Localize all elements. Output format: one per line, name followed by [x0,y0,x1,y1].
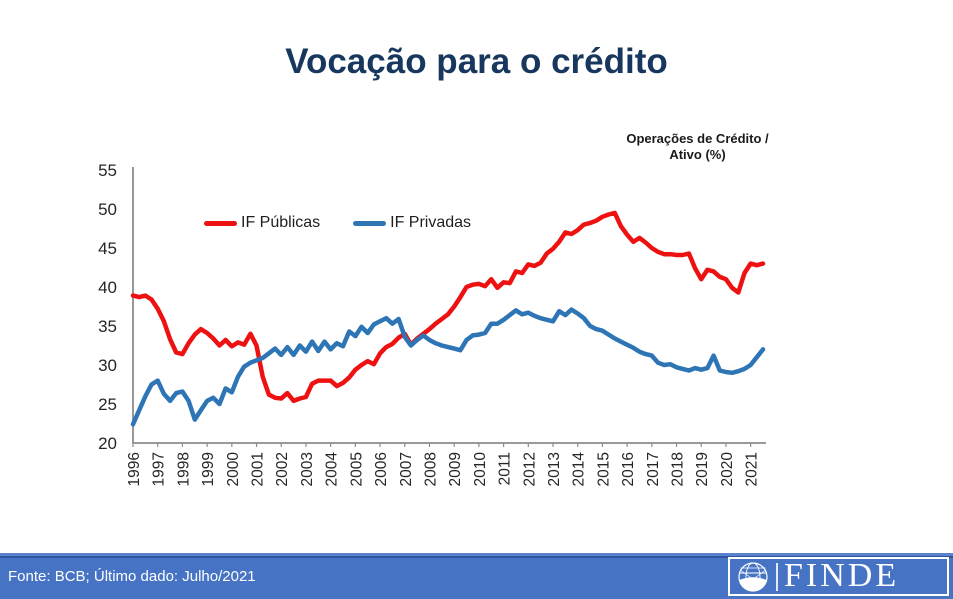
y-tick-label: 50 [98,200,117,219]
x-tick-label: 2017 [645,452,662,486]
y-tick-label: 35 [98,317,117,336]
x-tick-label: 2016 [620,452,637,486]
x-tick-label: 1998 [175,452,192,486]
x-tick-label: 2000 [225,452,242,487]
page-title: Vocação para o crédito [285,42,668,81]
x-tick-label: 2006 [373,452,390,486]
x-tick-label: 2013 [546,452,563,486]
x-tick-label: 2014 [571,452,588,487]
red-line-marker-icon [204,220,237,226]
x-tick-label: 2019 [694,452,711,486]
legend-item-if-publicas: IF Públicas [204,214,320,232]
x-tick-label: 2015 [595,452,612,486]
x-tick-label: 2001 [250,452,267,486]
series-line-if-públicas [130,210,766,404]
globe-icon [738,561,768,592]
axes-lines [132,167,766,444]
x-tick-label: 2010 [472,452,489,487]
y-tick-label: 30 [98,356,117,375]
x-tick-label: 2018 [670,452,687,486]
finde-logo-text: FINDE [784,556,900,594]
x-tick-label: 1999 [200,452,217,486]
x-tick-label: 2020 [719,452,736,487]
x-tick-label: 1997 [151,452,168,486]
chart-legend: IF Públicas IF Privadas [204,213,504,233]
y-tick-label: 20 [98,434,117,453]
axis-unit-annotation: Operações de Crédito / Ativo (%) [610,131,785,164]
footer-source-text: Fonte: BCB; Último dado: Julho/2021 [8,568,256,585]
x-tick-label: 2002 [274,452,291,486]
x-tick-label: 2007 [398,452,415,486]
x-tick-label: 2009 [447,452,464,486]
finde-logo: FINDE [728,557,949,596]
x-tick-label: 2004 [324,452,341,487]
annotation-line-1: Operações de Crédito / [626,131,769,146]
blue-line-marker-icon [353,220,387,226]
x-tick-label: 2011 [497,452,514,485]
x-tick-label: 2005 [348,452,365,486]
x-tick-label: 1996 [126,452,143,486]
x-tick-label: 2003 [299,452,316,486]
series-line-if-privadas [130,307,766,427]
y-tick-label: 40 [98,278,117,297]
y-tick-label: 55 [98,161,117,180]
y-tick-label: 25 [98,395,117,414]
x-tick-label: 2012 [521,452,538,486]
legend-item-if-privadas: IF Privadas [353,214,471,232]
legend-label-if-publicas: IF Públicas [241,214,321,231]
logo-divider [776,562,778,591]
legend-label-if-privadas: IF Privadas [390,214,472,231]
x-tick-label: 2021 [744,452,761,486]
x-tick-label: 2008 [422,452,439,486]
y-tick-label: 45 [98,239,117,258]
annotation-line-2: Ativo (%) [669,147,726,163]
